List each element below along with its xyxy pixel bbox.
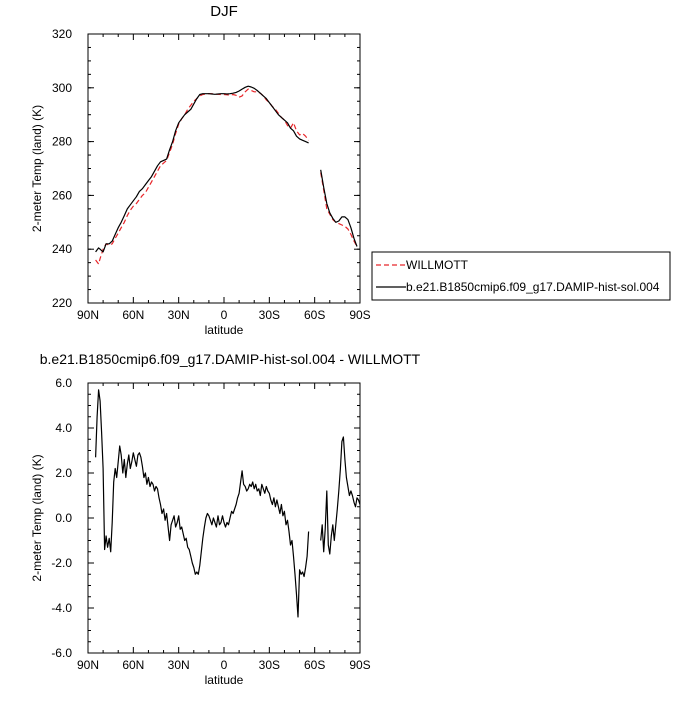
chart-panel-1 (87, 33, 361, 304)
x-tick-label: 60S (304, 658, 325, 672)
y-tick-label: 2.0 (55, 466, 72, 480)
plot-frame (87, 33, 361, 304)
y-tick-label: 320 (52, 27, 72, 41)
x-tick-label: 60N (122, 658, 144, 672)
y-tick-label: -6.0 (51, 646, 72, 660)
chart-title: b.e21.B1850cmip6.f09_g17.DAMIP-hist-sol.… (40, 351, 421, 367)
legend-entry-1: WILLMOTT (406, 258, 469, 272)
y-tick-label: 6.0 (55, 376, 72, 390)
y-tick-label: 300 (52, 81, 72, 95)
legend-entry-2: b.e21.B1850cmip6.f09_g17.DAMIP-hist-sol.… (406, 280, 660, 294)
chart-panel-2 (87, 382, 361, 654)
plot-frame (87, 382, 361, 654)
series-line-1-segment-1 (95, 88, 310, 265)
y-tick-label: 240 (52, 242, 72, 256)
x-tick-label: 0 (221, 308, 228, 322)
series-line-1-segment-2 (320, 436, 361, 555)
y-tick-label: 260 (52, 188, 72, 202)
y-tick-label: 4.0 (55, 421, 72, 435)
x-axis-label: latitude (205, 323, 244, 337)
x-tick-label: 90S (349, 658, 370, 672)
x-tick-label: 90N (77, 658, 99, 672)
series-line-2-segment-1 (95, 85, 309, 253)
x-tick-label: 90N (77, 308, 99, 322)
x-tick-label: 0 (221, 658, 228, 672)
x-tick-label: 30N (168, 658, 190, 672)
y-tick-label: -4.0 (51, 601, 72, 615)
x-tick-label: 90S (349, 308, 370, 322)
legend-box (371, 251, 671, 301)
series-line-2-segment-2 (320, 169, 358, 247)
chart-title: DJF (210, 3, 238, 20)
y-tick-label: 0.0 (55, 511, 72, 525)
y-axis-label: 2-meter Temp (land) (K) (30, 454, 44, 581)
y-axis-label: 2-meter Temp (land) (K) (30, 105, 44, 232)
series-line-1-segment-1 (95, 389, 310, 618)
x-tick-label: 30S (259, 658, 280, 672)
y-tick-label: 220 (52, 296, 72, 310)
series-line-1-segment-2 (320, 172, 358, 247)
y-tick-label: 280 (52, 135, 72, 149)
x-tick-label: 30S (259, 308, 280, 322)
x-tick-label: 30N (168, 308, 190, 322)
x-axis-label: latitude (205, 673, 244, 687)
x-tick-label: 60S (304, 308, 325, 322)
x-tick-label: 60N (122, 308, 144, 322)
y-tick-label: -2.0 (51, 556, 72, 570)
